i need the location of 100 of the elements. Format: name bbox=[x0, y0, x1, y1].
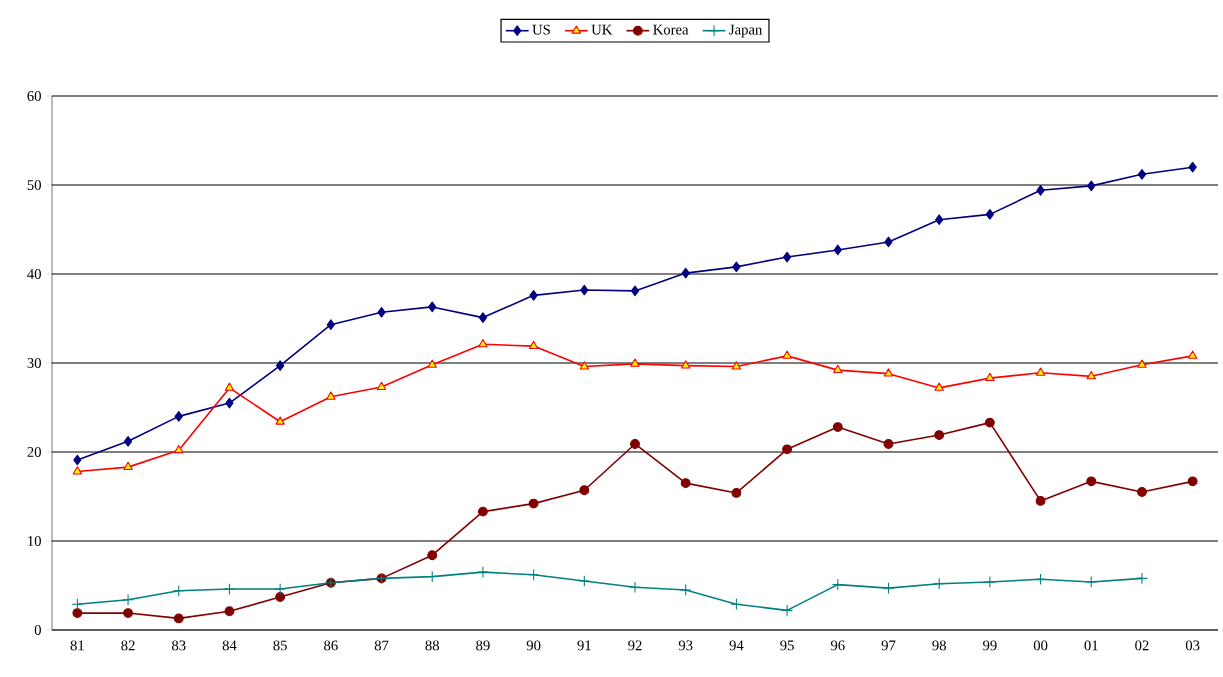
point bbox=[730, 598, 743, 611]
y-tick-label: 30 bbox=[27, 358, 41, 368]
point bbox=[376, 381, 387, 390]
y-tick-label: 20 bbox=[27, 447, 41, 457]
point bbox=[1137, 168, 1147, 180]
point bbox=[1188, 161, 1197, 173]
point bbox=[478, 312, 488, 323]
x-tick-label: 03 bbox=[1185, 640, 1200, 651]
point bbox=[477, 566, 489, 579]
point bbox=[831, 578, 844, 591]
x-tick-label: 83 bbox=[171, 640, 186, 651]
point bbox=[984, 417, 995, 428]
point bbox=[933, 577, 946, 590]
point bbox=[630, 285, 640, 297]
point bbox=[781, 604, 793, 617]
x-tick-label: 97 bbox=[881, 640, 896, 651]
legend-label: UK bbox=[591, 24, 613, 35]
point bbox=[224, 606, 235, 617]
point bbox=[1085, 576, 1098, 588]
x-tick-label: 81 bbox=[70, 640, 84, 651]
point bbox=[223, 583, 236, 595]
x-tick-label: 01 bbox=[1084, 640, 1098, 651]
y-tick-label: 50 bbox=[27, 180, 41, 190]
legend-label: US bbox=[532, 24, 550, 35]
point bbox=[883, 368, 894, 377]
point bbox=[1034, 573, 1047, 586]
x-tick-label: 96 bbox=[830, 640, 845, 651]
y-tick-label: 60 bbox=[27, 91, 41, 101]
point bbox=[528, 340, 539, 350]
point bbox=[427, 550, 438, 561]
point bbox=[172, 584, 185, 597]
point bbox=[1187, 476, 1198, 487]
point bbox=[731, 361, 742, 370]
point bbox=[1137, 359, 1147, 368]
point bbox=[1035, 367, 1046, 376]
point bbox=[1087, 180, 1096, 192]
point bbox=[782, 251, 792, 263]
point bbox=[1136, 572, 1148, 585]
point bbox=[72, 466, 83, 475]
x-tick-label: 82 bbox=[121, 640, 135, 651]
point bbox=[579, 361, 590, 370]
point bbox=[884, 236, 893, 248]
point bbox=[477, 506, 488, 517]
point bbox=[72, 608, 83, 619]
point bbox=[681, 267, 690, 279]
point bbox=[935, 214, 944, 226]
point bbox=[984, 576, 996, 588]
y-tick-label: 0 bbox=[34, 625, 41, 635]
x-tick-label: 91 bbox=[577, 640, 591, 651]
point bbox=[934, 382, 944, 391]
point bbox=[1036, 184, 1045, 196]
point bbox=[224, 382, 235, 391]
point bbox=[1086, 476, 1097, 487]
point bbox=[579, 485, 590, 496]
point bbox=[882, 582, 895, 595]
point bbox=[731, 487, 742, 498]
x-tick-label: 88 bbox=[425, 640, 439, 651]
x-tick-label: 99 bbox=[983, 640, 997, 651]
point bbox=[123, 435, 133, 447]
point bbox=[428, 301, 437, 313]
point bbox=[123, 608, 133, 619]
point bbox=[174, 411, 183, 422]
point bbox=[377, 306, 386, 318]
point bbox=[326, 391, 336, 400]
point bbox=[681, 360, 691, 369]
y-tick-label: 10 bbox=[28, 536, 41, 546]
point bbox=[985, 372, 995, 382]
x-tick-label: 92 bbox=[628, 640, 642, 651]
point bbox=[274, 583, 287, 595]
point bbox=[782, 444, 793, 455]
point bbox=[629, 581, 641, 594]
x-tick-label: 93 bbox=[678, 640, 693, 651]
x-tick-label: 02 bbox=[1135, 640, 1149, 651]
point bbox=[630, 439, 640, 449]
point bbox=[326, 319, 335, 331]
x-tick-label: 94 bbox=[729, 640, 744, 651]
legend-label: Japan bbox=[729, 24, 763, 38]
point bbox=[580, 284, 589, 296]
x-tick-label: 85 bbox=[273, 640, 287, 651]
point bbox=[174, 444, 184, 454]
point bbox=[527, 568, 540, 581]
point bbox=[782, 350, 792, 359]
point bbox=[275, 416, 285, 425]
point bbox=[276, 360, 285, 371]
point bbox=[832, 422, 843, 432]
point bbox=[123, 461, 133, 471]
point bbox=[934, 430, 945, 441]
point bbox=[732, 261, 741, 273]
point bbox=[71, 598, 84, 611]
point bbox=[225, 397, 234, 409]
point bbox=[275, 592, 286, 602]
legend-label: Korea bbox=[653, 24, 689, 35]
point bbox=[883, 439, 894, 449]
x-tick-label: 87 bbox=[374, 640, 389, 651]
point bbox=[173, 613, 184, 624]
point bbox=[1035, 495, 1046, 506]
y-tick-label: 40 bbox=[27, 269, 41, 279]
point bbox=[833, 244, 842, 256]
point bbox=[630, 358, 640, 367]
point bbox=[1086, 371, 1096, 380]
